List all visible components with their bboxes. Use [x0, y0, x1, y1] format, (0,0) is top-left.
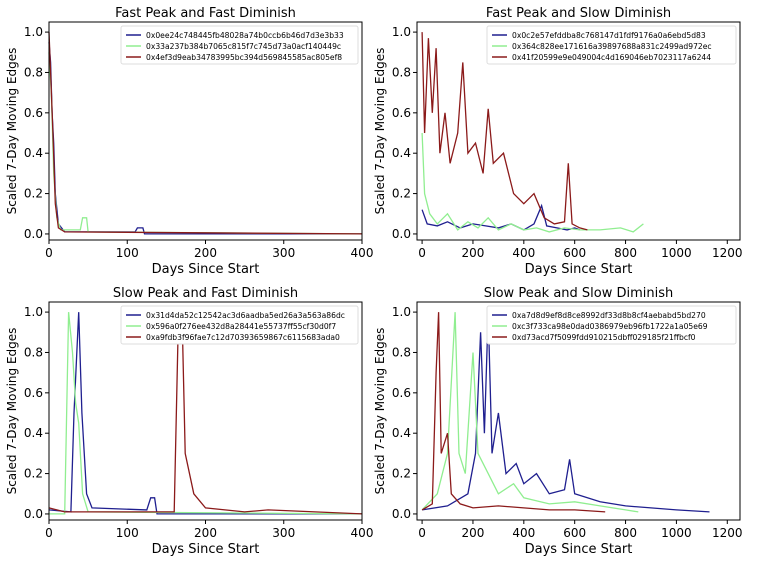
subplot-title: Fast Peak and Slow Diminish — [486, 6, 671, 21]
legend — [120, 305, 359, 345]
x-tick-label: 0 — [45, 246, 53, 260]
x-tick-label: 400 — [351, 246, 374, 260]
legend — [486, 25, 737, 65]
series-line-green — [421, 312, 639, 513]
x-tick-label: 600 — [563, 526, 586, 540]
legend-entry: 0x0c2e57efddba8c768147d1fdf9176a0a6ebd5d… — [512, 31, 706, 40]
y-tick-label: 0.6 — [392, 106, 411, 120]
x-tick-label: 100 — [116, 246, 139, 260]
subplot-title: Slow Peak and Fast Diminish — [113, 286, 298, 301]
y-tick-label: 0.2 — [24, 187, 43, 201]
y-tick-label: 0.6 — [24, 386, 43, 400]
x-tick-label: 1000 — [661, 246, 692, 260]
x-tick-label: 0 — [45, 526, 53, 540]
legend-entry: 0xa9fdb3f96fae7c12d70393659867c6115683ad… — [146, 333, 340, 342]
y-tick-label: 0.2 — [24, 467, 43, 481]
x-tick-label: 1000 — [661, 526, 692, 540]
series-line-green — [49, 312, 363, 515]
x-tick-label: 0 — [418, 526, 426, 540]
legend-entry: 0x0ee24c748445fb48028a74b0ccb6b46d7d3e3b… — [146, 31, 344, 40]
axes-frame — [416, 301, 741, 521]
legend-entry: 0x33a237b384b7065c815f7c745d73a0acf14044… — [146, 42, 341, 51]
legend-entry: 0x364c828ee171616a39897688a831c2499ad972… — [512, 42, 712, 51]
x-tick-label: 800 — [614, 246, 637, 260]
x-axis-label: Days Since Start — [152, 262, 260, 277]
x-tick-label: 800 — [614, 526, 637, 540]
x-axis-label: Days Since Start — [525, 262, 633, 277]
y-axis-label: Scaled 7-Day Moving Edges — [5, 48, 19, 215]
y-axis-label: Scaled 7-Day Moving Edges — [373, 48, 387, 215]
y-axis-label: Scaled 7-Day Moving Edges — [373, 328, 387, 495]
subplot-title: Fast Peak and Fast Diminish — [115, 6, 296, 21]
subplot-4: Slow Peak and Slow Diminish Days Since St… — [373, 286, 743, 557]
y-tick-label: 1.0 — [392, 305, 411, 319]
series-line-red — [421, 32, 588, 231]
legend-entry: 0xa7d8d9ef8d8ce8992df33d8b8cf4aebabd5bd2… — [512, 311, 706, 320]
series-line-red — [421, 312, 606, 513]
y-tick-label: 0.0 — [24, 507, 43, 521]
y-tick-label: 0.2 — [392, 187, 411, 201]
y-tick-label: 0.8 — [392, 345, 411, 359]
legend-entry: 0x41f20599e9e049004c4d169046eb7023117a62… — [512, 53, 711, 62]
y-tick-label: 1.0 — [24, 25, 43, 39]
x-tick-label: 600 — [563, 246, 586, 260]
legend — [120, 25, 359, 65]
y-tick-label: 0.8 — [24, 345, 43, 359]
x-tick-label: 200 — [461, 526, 484, 540]
subplot-3: Slow Peak and Fast Diminish Days Since St… — [5, 286, 373, 557]
legend — [486, 305, 737, 345]
y-tick-label: 1.0 — [24, 305, 43, 319]
y-tick-label: 0.0 — [392, 507, 411, 521]
x-axis-label: Days Since Start — [525, 542, 633, 557]
y-tick-label: 0.8 — [392, 65, 411, 79]
y-tick-label: 0.4 — [392, 426, 411, 440]
x-axis-label: Days Since Start — [152, 542, 260, 557]
y-tick-label: 0.8 — [24, 65, 43, 79]
x-tick-label: 200 — [194, 526, 217, 540]
series-line-green — [421, 132, 644, 233]
series-line-blue — [421, 203, 581, 231]
x-tick-label: 400 — [512, 246, 535, 260]
x-tick-label: 400 — [351, 526, 374, 540]
y-tick-label: 0.0 — [24, 227, 43, 241]
x-tick-label: 200 — [461, 246, 484, 260]
x-tick-label: 1200 — [712, 246, 743, 260]
y-tick-label: 0.0 — [392, 227, 411, 241]
axes-frame — [48, 301, 363, 521]
y-tick-label: 0.4 — [24, 426, 43, 440]
series-line-red — [48, 311, 363, 515]
series-line-blue — [421, 312, 710, 513]
series-line-green — [48, 52, 363, 235]
x-tick-label: 300 — [272, 246, 295, 260]
x-tick-label: 200 — [194, 246, 217, 260]
y-tick-label: 0.6 — [392, 386, 411, 400]
y-tick-label: 1.0 — [392, 25, 411, 39]
axes-frame — [48, 21, 363, 241]
x-tick-label: 1200 — [712, 526, 743, 540]
x-tick-label: 100 — [116, 526, 139, 540]
series-line-blue — [48, 42, 362, 235]
y-tick-label: 0.6 — [24, 106, 43, 120]
x-tick-label: 400 — [512, 526, 535, 540]
legend-entry: 0x596a0f276ee432d8a28441e55737ff55cf30d0… — [146, 322, 336, 331]
legend-entry: 0x4ef3d9eab34783995bc394d569845585ac805e… — [146, 53, 342, 62]
y-tick-label: 0.4 — [392, 146, 411, 160]
y-tick-label: 0.2 — [392, 467, 411, 481]
axes-frame — [416, 21, 741, 241]
y-tick-label: 0.4 — [24, 146, 43, 160]
y-axis-label: Scaled 7-Day Moving Edges — [5, 328, 19, 495]
series-line-red — [48, 32, 363, 235]
x-tick-label: 300 — [272, 526, 295, 540]
legend-entry: 0x31d4da52c12542ac3d6aadba5ed26a3a563a86… — [146, 311, 345, 320]
legend-entry: 0xd73acd7f5099fdd910215dbff029185f21ffbc… — [512, 333, 696, 342]
subplot-2: Fast Peak and Slow Diminish Days Since St… — [373, 6, 743, 277]
legend-entry: 0xc3f733ca98e0dad0386979eb96fb1722a1a05e… — [512, 322, 708, 331]
subplot-1: Fast Peak and Fast Diminish Days Since St… — [5, 6, 373, 277]
subplot-title: Slow Peak and Slow Diminish — [484, 286, 674, 301]
x-tick-label: 0 — [418, 246, 426, 260]
series-line-blue — [48, 312, 362, 515]
